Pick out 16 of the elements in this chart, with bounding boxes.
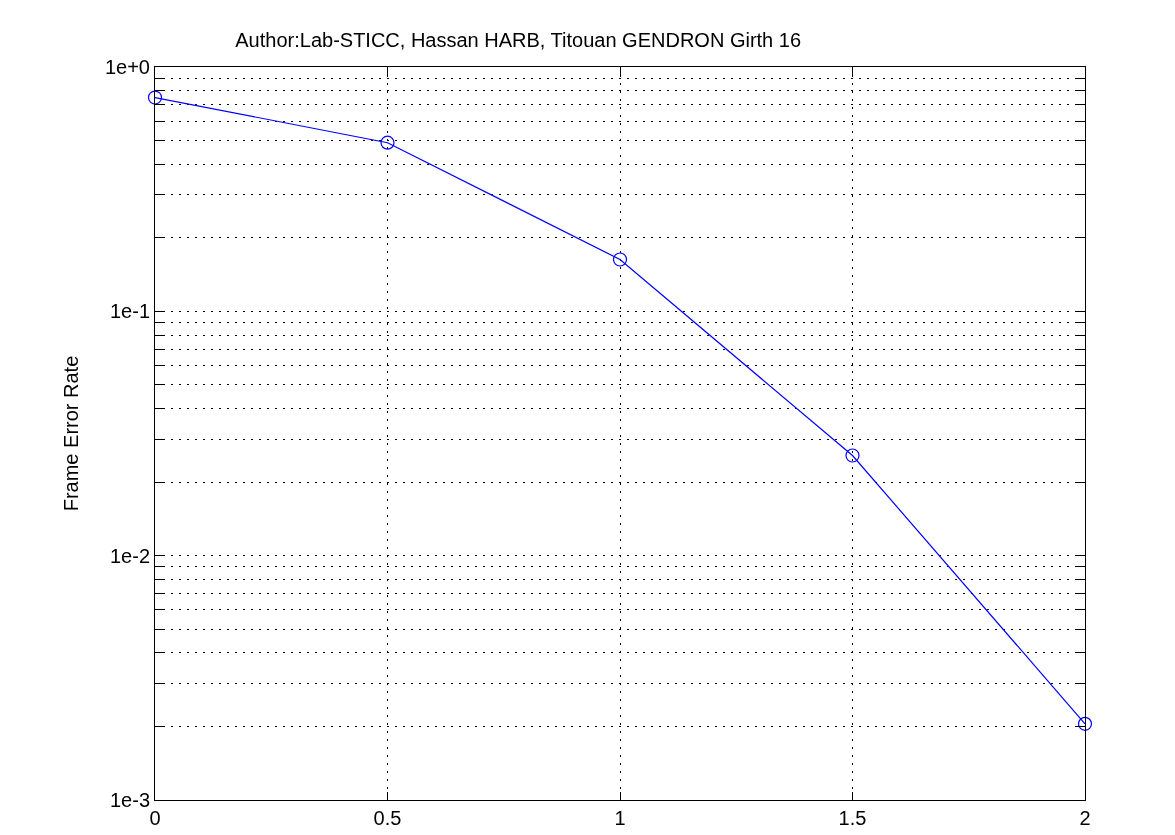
y-tick-label: 1e-2 (109, 544, 150, 567)
point (380, 135, 395, 150)
x-tick-label: 1 (614, 807, 626, 829)
x-tick-label: 0 (149, 807, 161, 829)
point (147, 90, 163, 105)
y-axis-title: Frame Error Rate (60, 355, 83, 512)
point (845, 448, 860, 463)
y-tick-label: 1e+0 (104, 56, 150, 78)
point (612, 252, 628, 267)
x-tick-label: 2 (1079, 807, 1091, 829)
chart-title: Author:Lab-STICC, Hassan HARB, Titouan GENDRON Girth 16 (235, 29, 802, 51)
y-tick-label: 1e-1 (109, 300, 150, 323)
x-tick-label: 1.5 (838, 807, 867, 829)
y-tick-label: 1e-3 (109, 789, 150, 811)
x-tick-label: 0.5 (373, 807, 402, 829)
point (1077, 716, 1093, 731)
